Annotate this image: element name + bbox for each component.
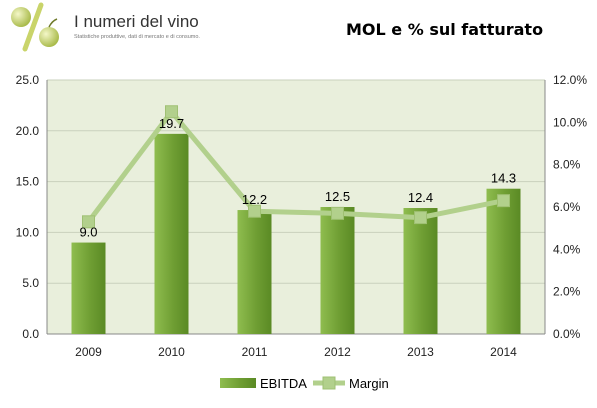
y2-tick-label: 2.0% [553, 285, 581, 299]
logo-title: I numeri del vino [74, 12, 199, 31]
bar-ebitda [71, 242, 106, 334]
x-tick-label: 2013 [407, 345, 434, 359]
data-label-ebitda: 9.0 [79, 225, 97, 240]
y2-tick-label: 12.0% [553, 73, 587, 87]
logo-tagline: Statistiche produttive, dati di mercato … [74, 34, 200, 40]
logo-grapes-icon [11, 2, 59, 52]
x-tick-label: 2010 [158, 345, 185, 359]
bar-ebitda [154, 133, 189, 334]
y-tick-label: 0.0 [22, 327, 39, 341]
x-tick-label: 2012 [324, 345, 351, 359]
margin-point [414, 211, 427, 225]
legend-swatch-ebitda [220, 378, 256, 388]
y2-tick-label: 4.0% [553, 242, 581, 256]
y-tick-label: 15.0 [16, 175, 40, 189]
y2-tick-label: 6.0% [553, 200, 581, 214]
bar-ebitda [403, 208, 438, 334]
legend-swatch-margin-marker [322, 376, 336, 390]
bar-ebitda [320, 207, 355, 334]
chart-title: MOL e % sul fatturato [346, 20, 544, 39]
x-tick-label: 2009 [75, 345, 102, 359]
logo: I numeri del vino Statistiche produttive… [4, 2, 200, 52]
data-label-ebitda: 12.2 [242, 192, 267, 207]
data-label-ebitda: 19.7 [159, 116, 184, 131]
y2-tick-label: 0.0% [553, 327, 581, 341]
margin-point [497, 194, 510, 208]
margin-point [248, 204, 261, 218]
legend-label-margin: Margin [349, 376, 389, 391]
data-label-ebitda: 12.4 [408, 190, 433, 205]
margin-point [165, 105, 178, 119]
series-line-margin [86, 109, 504, 224]
y2-tick-label: 10.0% [553, 115, 587, 129]
x-tick-label: 2011 [242, 345, 268, 359]
legend-label-ebitda: EBITDA [260, 376, 307, 391]
y-tick-label: 25.0 [16, 73, 40, 87]
data-label-ebitda: 12.5 [325, 189, 350, 204]
y-tick-label: 20.0 [16, 124, 40, 138]
x-tick-label: 2014 [490, 345, 517, 359]
y-tick-label: 10.0 [16, 225, 40, 239]
y2-tick-label: 8.0% [553, 158, 581, 172]
bar-ebitda [486, 188, 521, 334]
bar-ebitda [237, 210, 272, 334]
y-tick-label: 5.0 [22, 276, 39, 290]
margin-point [82, 215, 95, 229]
margin-point [331, 206, 344, 220]
data-label-ebitda: 14.3 [491, 171, 516, 186]
